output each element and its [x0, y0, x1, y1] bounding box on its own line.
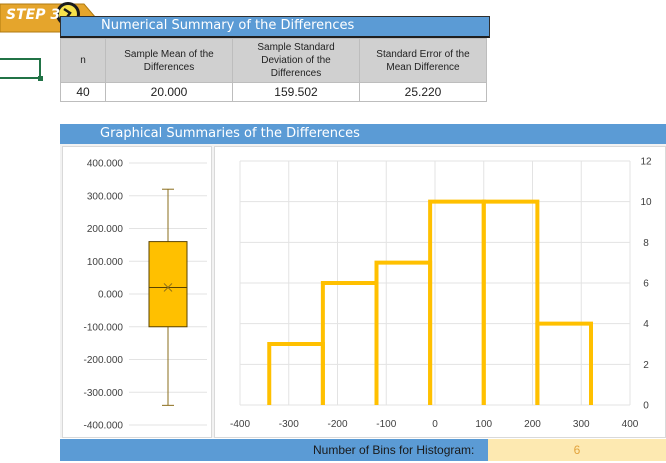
histogram-y-tick: 10: [640, 197, 652, 208]
histogram-y-tick: 6: [643, 279, 649, 290]
header-sample-mean: Sample Mean of the Differences: [105, 38, 233, 83]
boxplot-mean-marker: [163, 283, 173, 292]
header-n: n: [60, 38, 106, 83]
selected-cell[interactable]: [0, 58, 41, 79]
boxplot-y-tick: -300.000: [84, 388, 124, 399]
histogram-x-tick: 200: [524, 419, 541, 430]
numerical-summary-header: Numerical Summary of the Differences: [60, 16, 490, 38]
histogram-x-tick: -300: [279, 419, 299, 430]
boxplot-y-tick: 0.000: [98, 290, 123, 301]
boxplot-chart: 400.000 300.000 200.000 100.000 0.000 -100.00…: [84, 159, 207, 432]
histogram-x-tick: 300: [573, 419, 590, 430]
selection-handle[interactable]: [38, 76, 43, 81]
histogram-bin: [267, 342, 325, 405]
value-n[interactable]: 40: [60, 82, 106, 102]
histogram-bin: [428, 199, 486, 405]
histogram-x-tick: -100: [376, 419, 396, 430]
boxplot-box: [148, 241, 188, 328]
value-sample-mean[interactable]: 20.000: [105, 82, 233, 102]
histogram-x-tick: -200: [327, 419, 347, 430]
histogram-bin: [320, 281, 379, 405]
summary-header-row: n Sample Mean of the Differences Sample …: [60, 38, 487, 83]
boxplot-y-tick: 200.000: [87, 224, 124, 235]
histogram-y-tick: 8: [643, 238, 649, 249]
histogram-chart: -400 -300 -200 -100 0 100 200 300 400 0 2 4 6 8 10 12: [230, 157, 652, 431]
histogram-bin: [374, 260, 433, 405]
boxplot-panel[interactable]: 400.000 300.000 200.000 100.000 0.000 -100.00…: [62, 146, 212, 438]
step-label: STEP 3: [6, 7, 61, 23]
histogram-x-tick: 400: [622, 419, 639, 430]
graphical-summary-title: Graphical Summaries of the Differences: [100, 126, 360, 141]
boxplot-y-tick: 300.000: [87, 191, 124, 202]
value-std-dev[interactable]: 159.502: [232, 82, 360, 102]
summary-value-row: 40 20.000 159.502 25.220: [60, 82, 487, 102]
boxplot-y-tick: -200.000: [84, 355, 124, 366]
summary-table: n Sample Mean of the Differences Sample …: [60, 38, 487, 102]
histogram-x-tick: 100: [475, 419, 492, 430]
boxplot-y-tick: 100.000: [87, 257, 124, 268]
histogram-y-tick: 0: [643, 401, 649, 412]
histogram-y-tick: 4: [643, 319, 649, 330]
histogram-x-tick: -400: [230, 419, 250, 430]
histogram-y-tick: 2: [643, 360, 649, 371]
header-std-error: Standard Error of the Mean Difference: [359, 38, 487, 83]
boxplot-y-tick: 400.000: [87, 159, 124, 170]
boxplot-y-tick: -100.000: [84, 322, 124, 333]
histogram-panel[interactable]: -400 -300 -200 -100 0 100 200 300 400 0 2 4 6 8 10 12: [214, 146, 666, 438]
histogram-bin: [535, 321, 593, 405]
histogram-y-tick: 12: [640, 157, 652, 168]
header-std-dev: Sample Standard Deviation of the Differe…: [232, 38, 360, 83]
graphical-summary-header: Graphical Summaries of the Differences: [60, 124, 666, 144]
bins-input[interactable]: 6: [488, 439, 666, 461]
boxplot-y-tick: -400.000: [84, 421, 124, 432]
histogram-x-tick: 0: [432, 419, 438, 430]
value-std-error[interactable]: 25.220: [359, 82, 487, 102]
bins-label: Number of Bins for Histogram:: [313, 443, 475, 457]
numerical-summary-title: Numerical Summary of the Differences: [101, 18, 355, 33]
bins-bar: [60, 439, 488, 461]
histogram-bin: [481, 199, 540, 405]
